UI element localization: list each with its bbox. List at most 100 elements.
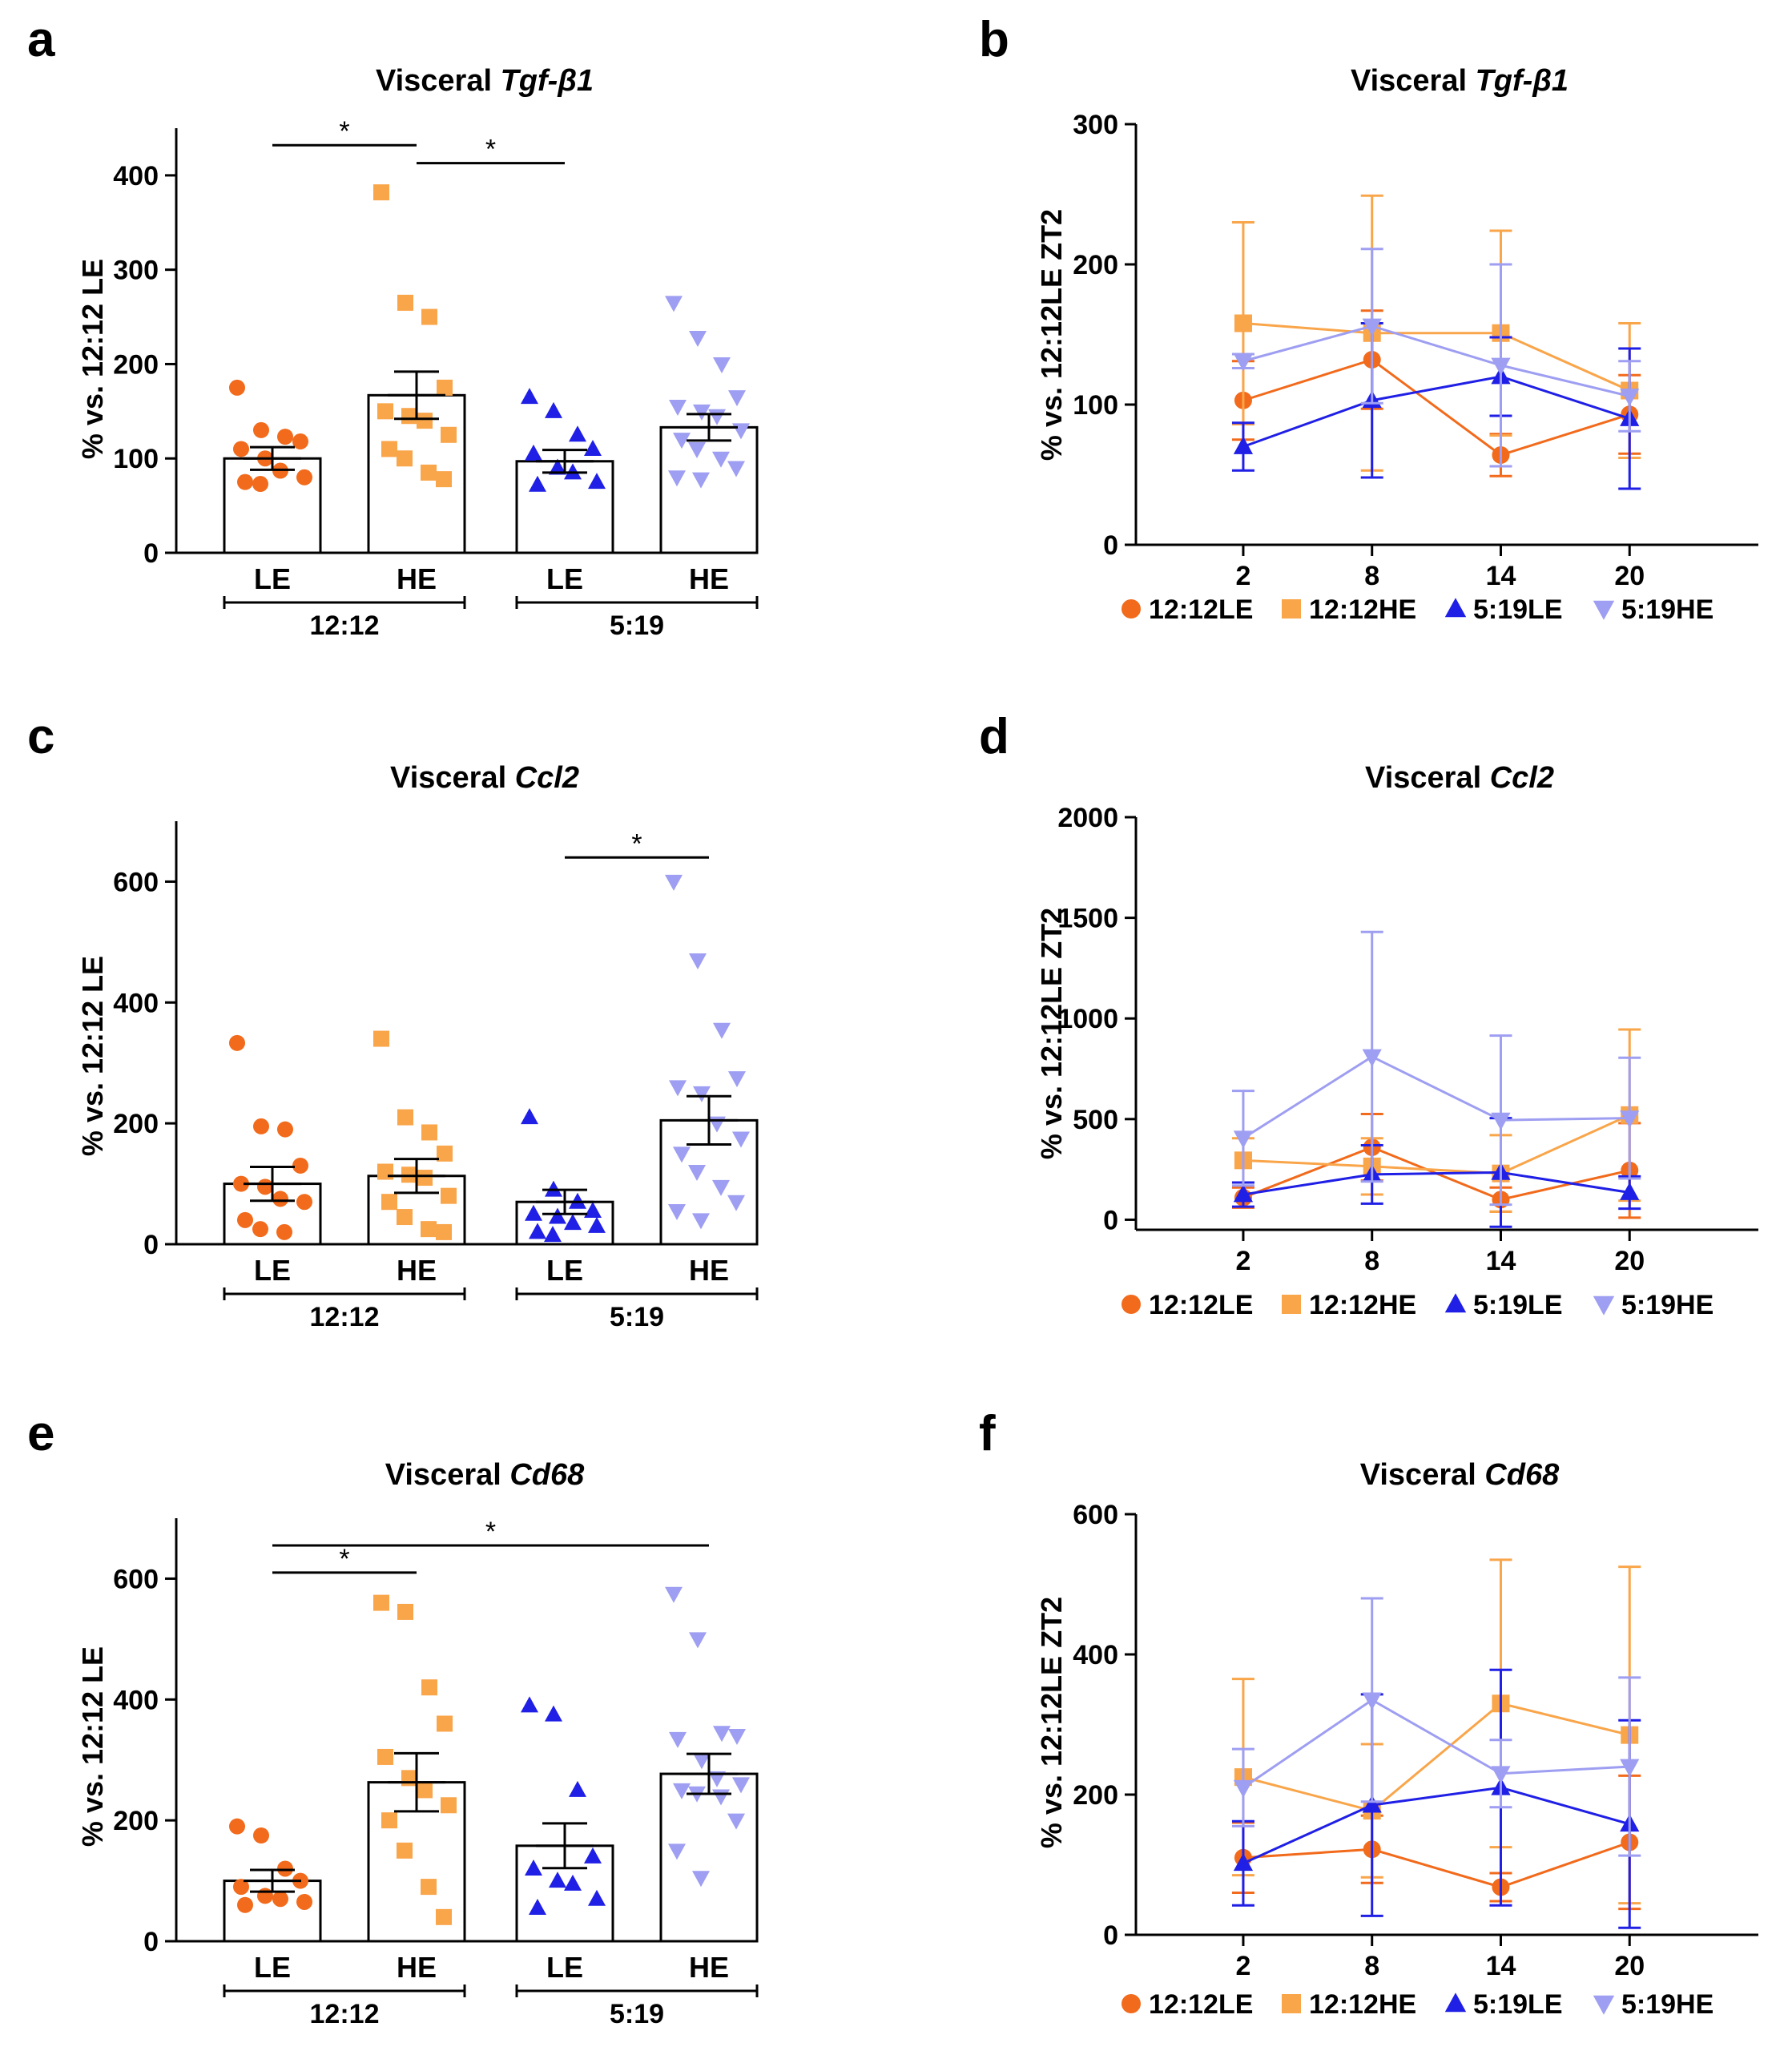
legend-label: 5:19HE <box>1621 1989 1713 2020</box>
y-tick-label: 200 <box>113 1806 159 1836</box>
data-point <box>728 1729 746 1746</box>
data-point <box>437 379 453 396</box>
significance-star: * <box>339 116 349 147</box>
series-line <box>1242 1698 1630 1789</box>
y-tick-label: 0 <box>1103 1920 1118 1951</box>
data-point <box>377 403 393 420</box>
series-line <box>1242 324 1630 397</box>
data-point <box>229 1818 245 1835</box>
data-point <box>277 429 293 445</box>
legend-marker <box>1282 1994 1301 2013</box>
data-point <box>545 401 562 418</box>
series-line <box>1242 375 1630 448</box>
y-tick-label: 100 <box>113 444 159 474</box>
title-e-prefix: Visceral <box>385 1458 510 1492</box>
data-point <box>569 1780 586 1797</box>
data-point <box>276 1223 292 1240</box>
data-point <box>437 1145 453 1162</box>
data-point <box>237 1896 253 1913</box>
significance-star: * <box>485 1517 496 1547</box>
data-point <box>373 184 389 201</box>
data-point <box>1233 353 1254 372</box>
data-point <box>397 1603 413 1620</box>
data-point <box>521 1108 538 1125</box>
series-line <box>1242 1702 1630 1812</box>
data-point <box>401 1166 417 1183</box>
data-point <box>669 1731 687 1748</box>
legend-label: 12:12LE <box>1149 594 1253 625</box>
data-point <box>525 1859 542 1876</box>
data-point <box>689 1632 707 1649</box>
data-point <box>692 1213 710 1230</box>
y-tick-label: 0 <box>143 538 159 569</box>
y-tick-label: 500 <box>1073 1105 1118 1135</box>
data-point <box>436 1908 452 1925</box>
data-point <box>525 444 542 461</box>
legend-marker <box>1593 600 1615 620</box>
data-point <box>233 1175 249 1192</box>
ylabel-f: % vs. 12:12LE ZT2 <box>1035 1597 1068 1848</box>
data-point <box>253 421 269 438</box>
data-point <box>668 1843 686 1860</box>
series-line <box>1242 1786 1630 1865</box>
data-point <box>272 1191 288 1207</box>
data-point <box>665 296 683 312</box>
data-point <box>233 441 249 457</box>
legend-label: 12:12HE <box>1309 1290 1416 1320</box>
legend-marker <box>1593 1995 1615 2015</box>
legend-marker <box>1593 1295 1615 1316</box>
panel-label-d: d <box>979 709 1009 764</box>
data-point <box>257 1888 273 1904</box>
line-chart-f: 0 200 400 600 2 8 14 20 12:12LE 12:12HE 5:19LE 5:19… <box>1073 1500 1758 2020</box>
x-tick-label: 2 <box>1236 1951 1251 1981</box>
x-tick-label: LE <box>546 562 583 595</box>
data-point <box>727 1195 745 1211</box>
data-point <box>277 1121 293 1138</box>
data-point <box>525 1204 542 1221</box>
data-point <box>708 1771 726 1787</box>
data-point <box>417 413 433 429</box>
x-tick-label: HE <box>689 1951 729 1984</box>
legend-marker <box>1444 1293 1467 1313</box>
x-tick-label: LE <box>254 1254 291 1287</box>
data-point <box>377 1163 393 1180</box>
data-point <box>665 1586 683 1603</box>
data-point <box>673 433 691 449</box>
legend-marker <box>1282 1295 1301 1314</box>
data-point <box>688 441 706 458</box>
legend-marker <box>1444 1993 1467 2013</box>
y-tick-label: 300 <box>1073 110 1118 140</box>
data-point <box>233 1879 249 1896</box>
x-tick-label: 8 <box>1364 1246 1379 1276</box>
group-label: 12:12 <box>310 1999 380 2029</box>
data-point <box>441 426 457 443</box>
bar <box>659 1772 759 1943</box>
data-point <box>708 409 726 425</box>
data-point <box>584 1847 602 1864</box>
legend-label: 12:12HE <box>1309 1989 1416 2020</box>
data-point <box>728 390 746 407</box>
ylabel-c: % vs. 12:12 LE <box>76 956 109 1156</box>
data-point <box>437 1715 453 1732</box>
legend-label: 12:12HE <box>1309 594 1416 625</box>
bar-chart-e: 0 200 400 600 LE HE LE HE 12:12 5:19 * * <box>113 1517 759 2029</box>
data-point <box>1491 357 1511 376</box>
y-tick-label: 0 <box>143 1927 159 1957</box>
data-point <box>1362 1692 1382 1710</box>
significance-star: * <box>631 828 642 859</box>
y-tick-label: 600 <box>113 867 159 897</box>
data-point <box>441 1187 457 1204</box>
data-point <box>296 1194 312 1211</box>
title-a-gene: Tgf-β1 <box>501 64 594 98</box>
data-point <box>252 476 268 493</box>
x-tick-label: 2 <box>1236 1246 1251 1276</box>
data-point <box>397 294 413 311</box>
data-point <box>253 1827 269 1843</box>
title-a: Visceral Tgf-β1 <box>376 64 594 98</box>
data-point <box>588 473 606 490</box>
y-tick-label: 400 <box>1073 1640 1118 1670</box>
x-tick-label: 2 <box>1236 561 1251 591</box>
panel-label-a: a <box>27 12 55 67</box>
data-point <box>401 408 417 425</box>
y-tick-label: 2000 <box>1057 803 1118 833</box>
